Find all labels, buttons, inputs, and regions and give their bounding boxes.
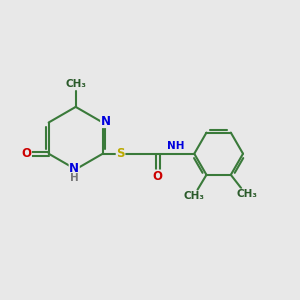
Text: CH₃: CH₃ <box>65 79 86 89</box>
Text: N: N <box>101 115 111 128</box>
Text: S: S <box>116 147 125 160</box>
Text: H: H <box>70 172 79 183</box>
Text: N: N <box>69 162 79 175</box>
Text: O: O <box>21 147 32 160</box>
Text: CH₃: CH₃ <box>184 191 205 201</box>
Text: CH₃: CH₃ <box>237 189 258 199</box>
Text: O: O <box>153 170 163 183</box>
Text: NH: NH <box>167 141 184 151</box>
